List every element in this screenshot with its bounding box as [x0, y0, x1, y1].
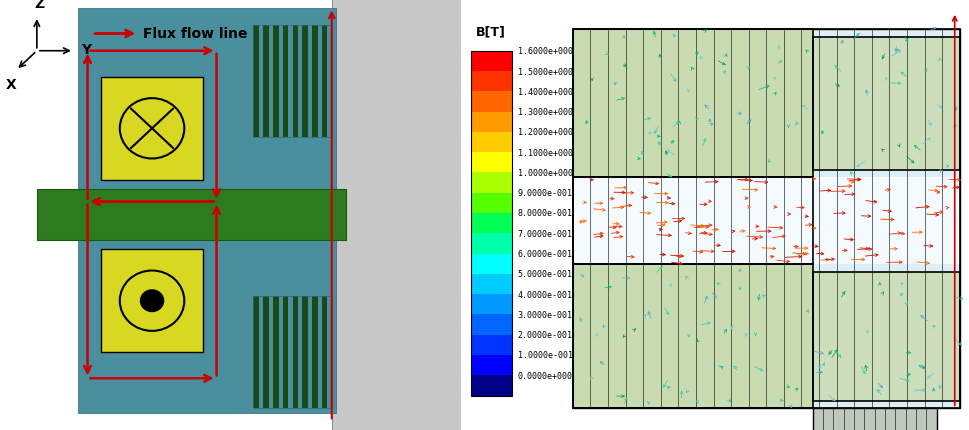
Bar — [812, 37, 958, 170]
Bar — [253, 26, 331, 138]
Text: 2.0000e-001: 2.0000e-001 — [517, 330, 573, 339]
Bar — [283, 297, 288, 408]
Bar — [470, 315, 512, 335]
Text: 0.0000e+000: 0.0000e+000 — [517, 371, 573, 380]
Bar — [272, 26, 278, 138]
Bar — [572, 30, 958, 408]
Bar — [101, 249, 203, 353]
Bar — [812, 408, 936, 430]
Text: 5.0000e-001: 5.0000e-001 — [517, 270, 573, 279]
Bar — [302, 26, 307, 138]
Bar — [470, 52, 512, 72]
Bar — [312, 297, 318, 408]
Bar — [78, 241, 336, 413]
Bar — [470, 355, 512, 375]
Bar — [37, 189, 345, 241]
Text: 9.0000e-001: 9.0000e-001 — [517, 189, 573, 198]
Bar — [331, 0, 460, 430]
Bar — [572, 30, 958, 408]
Bar — [272, 297, 278, 408]
Bar — [470, 153, 512, 173]
Bar — [470, 335, 512, 355]
Text: 4.0000e-001: 4.0000e-001 — [517, 290, 573, 299]
Bar — [302, 297, 307, 408]
Text: 1.1000e+000: 1.1000e+000 — [517, 148, 573, 157]
Bar — [470, 375, 512, 396]
Text: 1.2000e+000: 1.2000e+000 — [517, 128, 573, 137]
Bar — [322, 297, 328, 408]
Bar — [293, 26, 297, 138]
Bar — [572, 30, 812, 178]
Text: 1.0000e+000: 1.0000e+000 — [517, 169, 573, 178]
Bar — [470, 193, 512, 213]
Text: Flux flow line: Flux flow line — [142, 28, 247, 41]
Bar — [812, 37, 958, 170]
Bar — [253, 26, 259, 138]
Bar — [101, 77, 203, 181]
Bar — [322, 26, 328, 138]
Text: 1.3000e+000: 1.3000e+000 — [517, 108, 573, 117]
Text: Y: Y — [80, 43, 91, 56]
Bar — [312, 26, 318, 138]
Bar — [470, 112, 512, 132]
Bar — [812, 272, 958, 401]
Bar — [812, 272, 958, 401]
Bar — [470, 92, 512, 112]
Bar — [572, 265, 812, 408]
Bar — [253, 297, 259, 408]
Bar — [470, 132, 512, 153]
Bar — [470, 213, 512, 234]
Text: 1.4000e+000: 1.4000e+000 — [517, 88, 573, 97]
Bar — [470, 254, 512, 274]
Bar — [572, 178, 812, 265]
Bar — [253, 297, 331, 408]
Text: 8.0000e-001: 8.0000e-001 — [517, 209, 573, 218]
Bar — [572, 178, 958, 265]
Text: 1.5000e+000: 1.5000e+000 — [517, 68, 573, 76]
Bar — [470, 274, 512, 295]
Bar — [283, 26, 288, 138]
Bar — [263, 297, 268, 408]
Bar — [78, 9, 336, 215]
Text: Z: Z — [34, 0, 45, 11]
Bar — [470, 234, 512, 254]
Text: 1.6000e+000: 1.6000e+000 — [517, 47, 573, 56]
Bar — [470, 72, 512, 92]
Bar — [470, 173, 512, 193]
Bar — [470, 295, 512, 315]
Circle shape — [141, 290, 164, 312]
Text: 7.0000e-001: 7.0000e-001 — [517, 229, 573, 238]
Bar — [572, 265, 812, 408]
Bar — [572, 30, 812, 178]
Bar — [263, 26, 268, 138]
Text: X: X — [6, 77, 16, 91]
Text: 1.0000e-001: 1.0000e-001 — [517, 350, 573, 359]
Text: 3.0000e-001: 3.0000e-001 — [517, 310, 573, 319]
Bar — [293, 297, 297, 408]
Bar — [470, 52, 512, 396]
Text: 6.0000e-001: 6.0000e-001 — [517, 249, 573, 258]
Text: B[T]: B[T] — [476, 26, 506, 39]
